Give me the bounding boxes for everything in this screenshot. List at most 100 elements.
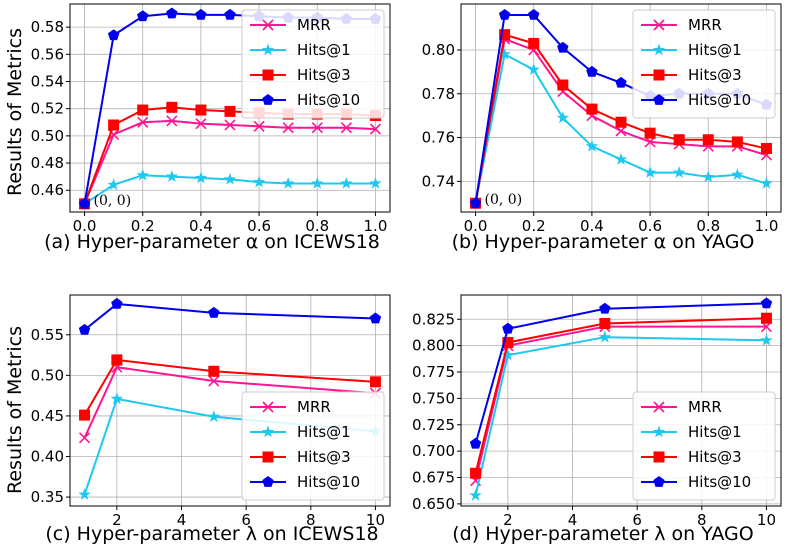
y-tick-label: 0.50	[31, 127, 64, 145]
data-point-hits-at-3	[470, 467, 482, 479]
data-point-hits-at-3	[79, 409, 91, 421]
y-tick-label: 0.725	[412, 416, 455, 434]
x-tick-label: 2	[503, 511, 513, 529]
x-tick-label: 0.6	[638, 217, 662, 235]
legend-label-hits-at-3: Hits@3	[297, 448, 351, 466]
y-tick-label: 0.46	[31, 181, 64, 199]
data-point-hits-at-1	[731, 168, 744, 181]
y-tick-label: 0.650	[412, 495, 455, 513]
data-point-mrr	[208, 375, 220, 387]
data-point-hits-at-10	[557, 41, 569, 53]
legend-label-hits-at-3: Hits@3	[688, 448, 742, 466]
y-tick-label: 0.675	[412, 469, 455, 487]
data-point-mrr	[253, 120, 265, 132]
y-tick-label: 0.750	[412, 389, 455, 407]
legend-marker-hits-at-3	[653, 69, 665, 81]
data-point-hits-at-3	[111, 354, 123, 366]
series-line-hits-at-10	[83, 302, 376, 331]
legend	[241, 9, 385, 119]
legend-marker-hits-at-3	[653, 451, 665, 463]
data-point-hits-at-1	[311, 176, 324, 189]
x-tick-label: 0.0	[464, 217, 488, 235]
origin-annotation: (0, 0)	[485, 192, 523, 208]
data-point-hits-at-10	[469, 197, 482, 209]
panel-caption: (c) Hyper-parameter λ on ICEWS18	[45, 523, 378, 545]
data-point-hits-at-1	[207, 410, 221, 422]
data-point-hits-at-10	[166, 7, 178, 19]
data-point-hits-at-10	[498, 8, 511, 20]
x-tick-label: 0.6	[247, 217, 271, 235]
data-point-hits-at-1	[760, 177, 773, 189]
data-point-mrr	[137, 116, 149, 128]
plot-frame	[69, 294, 391, 507]
series-line-mrr	[83, 366, 376, 439]
chart-panel-b: 0.0 0.2 0.4 0.6 0.8 1.0 0.74 0.76 0.78 0.80 (0, 0)…	[422, 3, 782, 253]
data-point-hits-at-3	[502, 336, 514, 348]
legend-label-mrr: MRR	[297, 16, 331, 34]
data-point-hits-at-3	[599, 317, 611, 329]
y-axis-label-top: Results of Metrics	[4, 28, 26, 196]
x-tick-label: 6	[632, 511, 642, 529]
y-tick-label: 0.775	[412, 363, 455, 381]
data-point-hits-at-3	[499, 29, 511, 41]
y-tick-label: 0.48	[31, 154, 64, 172]
data-point-hits-at-1	[498, 47, 511, 60]
data-point-hits-at-10	[224, 8, 236, 20]
legend-marker-hits-at-10	[653, 476, 665, 487]
data-point-hits-at-3	[108, 119, 120, 131]
x-tick-label: 0.2	[131, 217, 155, 235]
data-point-hits-at-3	[528, 37, 540, 49]
legend-marker-hits-at-1	[652, 43, 666, 56]
data-point-hits-at-1	[136, 168, 149, 181]
series-line-hits-at-10	[474, 302, 767, 445]
data-point-hits-at-10	[78, 197, 91, 209]
x-tick-label: 0.4	[189, 217, 213, 235]
legend-label-hits-at-3: Hits@3	[297, 66, 351, 84]
data-point-hits-at-1	[165, 170, 178, 182]
y-tick-label: 0.45	[31, 407, 64, 425]
data-point-hits-at-3	[166, 101, 178, 113]
y-tick-label: 0.78	[422, 85, 455, 103]
legend-marker-mrr	[262, 401, 274, 413]
legend	[241, 391, 385, 501]
y-tick-label: 0.56	[31, 45, 64, 63]
data-point-hits-at-1	[702, 170, 715, 183]
data-point-hits-at-3	[673, 134, 685, 146]
data-point-hits-at-10	[528, 8, 540, 20]
legend-label-hits-at-10: Hits@10	[688, 91, 751, 109]
data-point-hits-at-10	[615, 76, 627, 88]
y-tick-label: 0.74	[422, 172, 455, 190]
data-point-mrr	[78, 432, 91, 444]
y-tick-label: 0.50	[31, 366, 64, 384]
x-tick-label: 0.0	[73, 217, 97, 235]
plot-frame	[460, 294, 782, 507]
x-tick-label: 8	[697, 511, 707, 529]
chart-panel-a: 0.0 0.2 0.4 0.6 0.8 1.0 0.46 0.48 0.50 0.52 0.54 0.…	[31, 3, 391, 253]
data-point-hits-at-10	[195, 8, 207, 20]
data-point-hits-at-1	[110, 392, 124, 405]
data-point-hits-at-10	[760, 297, 773, 309]
x-tick-label: 0.8	[696, 217, 720, 235]
data-point-hits-at-10	[586, 65, 598, 77]
legend	[632, 391, 776, 501]
y-tick-label: 0.800	[412, 337, 455, 355]
legend	[632, 9, 776, 119]
legend-label-hits-at-1: Hits@1	[297, 41, 351, 59]
data-point-mrr	[311, 122, 323, 134]
x-tick-label: 8	[306, 511, 316, 529]
data-point-hits-at-1	[107, 178, 120, 191]
legend-marker-hits-at-1	[261, 43, 275, 56]
data-point-hits-at-1	[527, 63, 540, 75]
data-point-hits-at-3	[369, 376, 381, 388]
data-point-mrr	[195, 118, 207, 130]
y-tick-label: 0.700	[412, 442, 455, 460]
legend-marker-hits-at-10	[262, 476, 274, 487]
data-point-hits-at-1	[252, 175, 266, 188]
legend-label-hits-at-10: Hits@10	[297, 473, 360, 491]
data-point-mrr	[282, 122, 294, 134]
legend-label-mrr: MRR	[297, 398, 331, 416]
series-line-mrr	[474, 325, 767, 481]
legend-label-mrr: MRR	[688, 398, 722, 416]
data-point-hits-at-10	[208, 306, 220, 318]
panel-caption: (a) Hyper-parameter α on ICEWS18	[44, 231, 380, 253]
